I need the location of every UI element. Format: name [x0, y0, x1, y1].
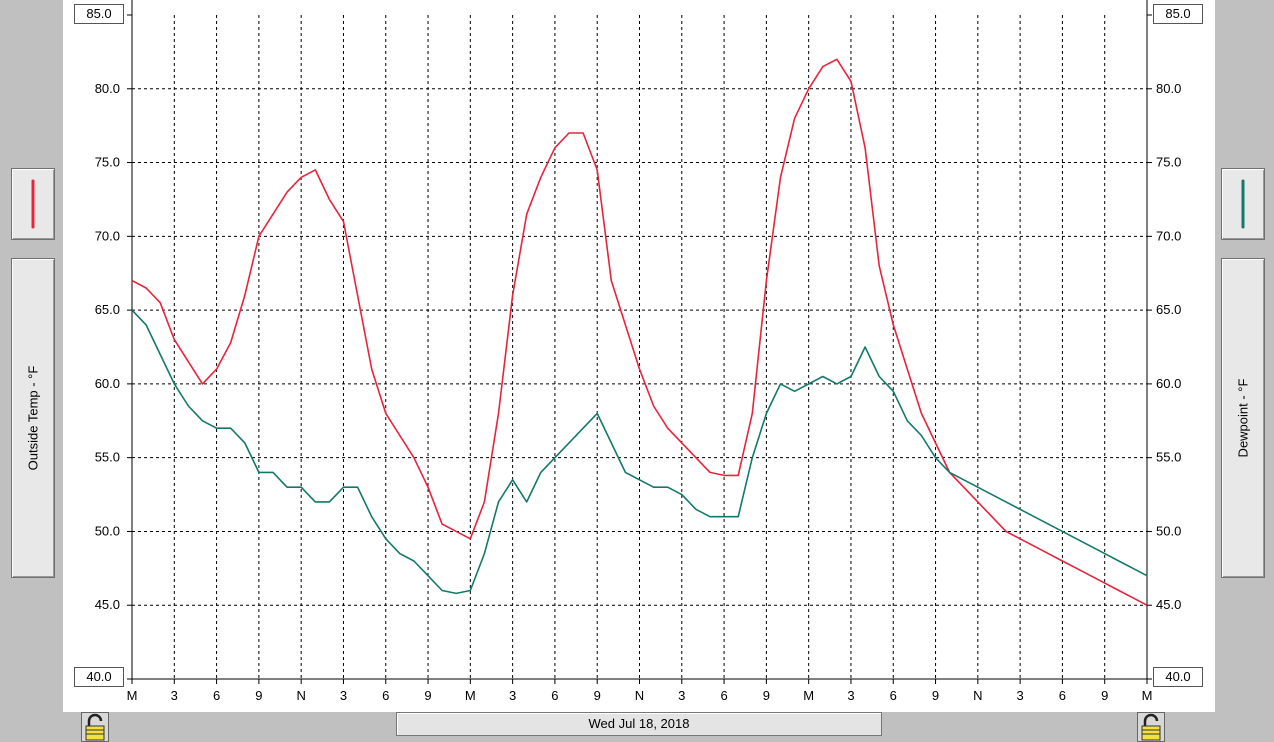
- x-tick-label: N: [296, 688, 305, 703]
- right-axis-max-box[interactable]: 85.0: [1153, 4, 1203, 24]
- x-tick-label: M: [1142, 688, 1153, 703]
- y-right-tick-label: 55.0: [1156, 450, 1181, 465]
- x-tick-labels: M 3 6 9 N 3 6 9 M 3 6 9 N 3 6 9 M 3 6 9 N 3 6 9 M: [127, 688, 1153, 703]
- y-right-tick-label: 45.0: [1156, 597, 1181, 612]
- y-right-tick-label: 60.0: [1156, 376, 1181, 391]
- y-right-tick-label: 65.0: [1156, 302, 1181, 317]
- x-tick-label: 3: [509, 688, 516, 703]
- y-right-tick-label: 50.0: [1156, 523, 1181, 538]
- y-left-tick-label: 70.0: [95, 228, 120, 243]
- y-left-tick-label: 80.0: [95, 81, 120, 96]
- y-right-tick-label: 70.0: [1156, 228, 1181, 243]
- x-tick-label: M: [465, 688, 476, 703]
- x-tick-label: 9: [763, 688, 770, 703]
- x-tick-label: 3: [678, 688, 685, 703]
- x-tick-label: 9: [424, 688, 431, 703]
- y-left-tick-label: 55.0: [95, 450, 120, 465]
- y-right-tick-label: 75.0: [1156, 155, 1181, 170]
- left-axis-label: Outside Temp - °F: [25, 365, 41, 471]
- dewpoint-series-color-button[interactable]: [1221, 168, 1265, 240]
- date-selector[interactable]: Wed Jul 18, 2018: [396, 712, 882, 736]
- x-tick-label: 6: [1059, 688, 1066, 703]
- x-tick-label: 6: [720, 688, 727, 703]
- x-tick-label: 9: [1101, 688, 1108, 703]
- x-tick-label: 9: [594, 688, 601, 703]
- y-left-tick-label: 50.0: [95, 523, 120, 538]
- y-left-tick-label: 65.0: [95, 302, 120, 317]
- series-lines: [131, 58, 1148, 606]
- x-tick-label: 6: [213, 688, 220, 703]
- y-left-tick-label: 60.0: [95, 376, 120, 391]
- x-tick-label: 3: [340, 688, 347, 703]
- x-tick-label: 3: [847, 688, 854, 703]
- x-tick-label: 6: [382, 688, 389, 703]
- right-axis-min-box[interactable]: 40.0: [1153, 667, 1203, 687]
- grid-lines: [132, 15, 1147, 679]
- dewpoint-color-swatch-icon: [1241, 179, 1245, 229]
- temp-color-swatch-icon: [31, 179, 35, 229]
- x-tick-label: 6: [551, 688, 558, 703]
- x-tick-label: 9: [932, 688, 939, 703]
- x-tick-label: 3: [1017, 688, 1024, 703]
- x-tick-label: 3: [171, 688, 178, 703]
- x-tick-label: N: [973, 688, 982, 703]
- right-axis-label: Dewpoint - °F: [1235, 378, 1251, 458]
- left-unlocked-padlock-icon[interactable]: [81, 712, 109, 742]
- y-tick-labels: 45.0 45.0 50.0 50.0 55.0 55.0 60.0 60.0 65.0 65.0…: [95, 81, 1182, 612]
- x-tick-label: N: [635, 688, 644, 703]
- temp-series-color-button[interactable]: [11, 168, 55, 240]
- right-axis-label-button[interactable]: Dewpoint - °F: [1221, 258, 1265, 578]
- x-tick-label: M: [127, 688, 138, 703]
- x-tick-label: 9: [255, 688, 262, 703]
- left-axis-min-box[interactable]: 40.0: [74, 667, 124, 687]
- y-left-tick-label: 45.0: [95, 597, 120, 612]
- x-tick-label: 6: [890, 688, 897, 703]
- plot-frame: [127, 0, 1152, 684]
- x-tick-label: M: [803, 688, 814, 703]
- dewpoint-line: [131, 309, 1148, 595]
- outside-temp-line: [131, 58, 1148, 606]
- y-right-tick-label: 80.0: [1156, 81, 1181, 96]
- left-axis-label-button[interactable]: Outside Temp - °F: [11, 258, 55, 578]
- y-left-tick-label: 75.0: [95, 155, 120, 170]
- left-axis-max-box[interactable]: 85.0: [74, 4, 124, 24]
- right-unlocked-padlock-icon[interactable]: [1137, 712, 1165, 742]
